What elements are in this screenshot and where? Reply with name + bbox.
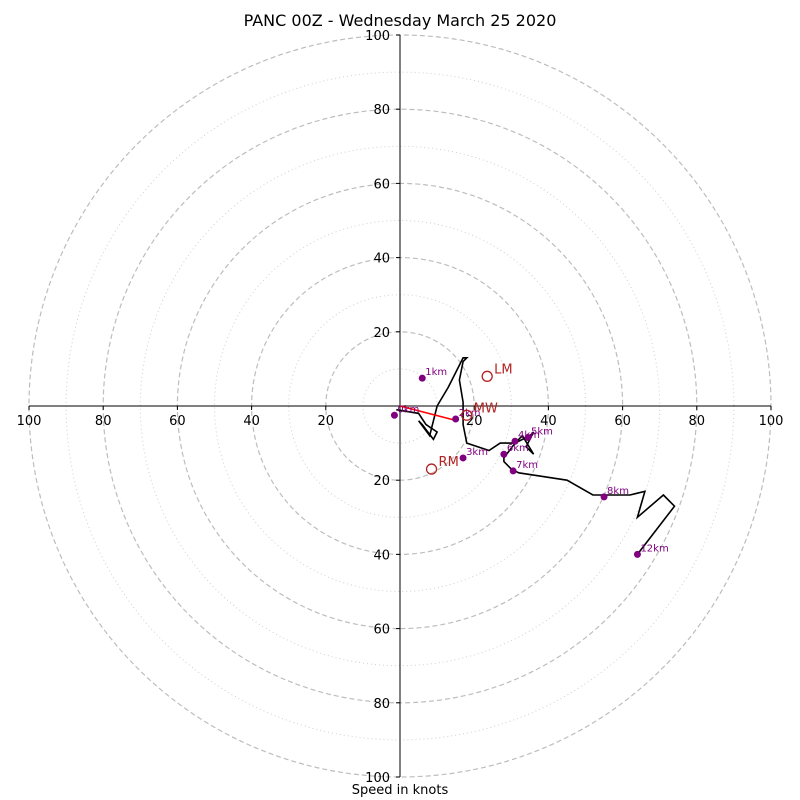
x-axis-label: Speed in knots <box>351 783 449 798</box>
height-marker-label: 7km <box>516 460 538 471</box>
height-marker-label: 8km <box>607 486 629 497</box>
height-marker-label: 3km <box>466 447 488 458</box>
x-tick-label: 80 <box>95 414 112 429</box>
y-tick-label: 40 <box>373 252 390 267</box>
storm-motion-vector <box>399 405 458 422</box>
y-tick-label: 60 <box>373 177 390 192</box>
y-tick-label: 100 <box>365 29 390 44</box>
y-tick-label: 20 <box>373 474 390 489</box>
height-marker-label: 0km <box>397 404 419 415</box>
chart-title: PANC 00Z - Wednesday March 25 2020 <box>243 11 557 30</box>
storm-motion-label: RM <box>439 455 459 470</box>
y-tick-label: 60 <box>373 623 390 638</box>
height-marker-label: 12km <box>640 543 668 554</box>
height-marker-point <box>500 450 508 458</box>
height-marker-point <box>524 434 532 442</box>
x-tick-label: 60 <box>614 414 631 429</box>
height-marker-point <box>452 415 460 423</box>
y-tick-label: 40 <box>373 548 390 563</box>
storm-motion-markers: LM MW RM <box>425 362 513 475</box>
storm-motion-marker <box>425 463 438 475</box>
height-marker-point <box>600 493 608 501</box>
storm-motion-label: MW <box>474 401 498 416</box>
hodograph-trace <box>396 356 676 555</box>
x-tick-label: 40 <box>243 414 260 429</box>
hodograph-trace-group <box>396 356 676 555</box>
storm-motion-marker <box>481 370 493 382</box>
tick-labels: 20 20 20 20 40 40 40 40 60 60 60 60 80 80 80 80 100 100 10… <box>17 29 784 786</box>
x-tick-label: 100 <box>759 414 784 429</box>
y-tick-label: 80 <box>373 103 390 118</box>
height-marker-point <box>511 437 519 445</box>
height-marker-label: 5km <box>531 427 553 438</box>
height-marker-label: 2km <box>459 408 481 419</box>
x-tick-label: 80 <box>689 414 706 429</box>
height-markers: 0km1km2km3km4km5km6km7km8km12km <box>390 367 669 558</box>
storm-motion-label: LM <box>494 362 512 377</box>
height-marker-point <box>418 374 426 382</box>
height-marker-point <box>633 550 641 558</box>
y-tick-label: 20 <box>373 326 390 341</box>
x-tick-label: 20 <box>466 414 483 429</box>
height-marker-label: 1km <box>425 367 447 378</box>
y-tick-label: 100 <box>365 771 390 786</box>
x-tick-label: 100 <box>17 414 42 429</box>
height-marker-label: 6km <box>507 443 529 454</box>
height-marker-point <box>509 467 517 475</box>
x-tick-label: 20 <box>318 414 335 429</box>
y-tick-label: 80 <box>373 697 390 712</box>
height-marker-point <box>459 454 467 462</box>
x-tick-label: 60 <box>169 414 186 429</box>
height-marker-point <box>390 411 398 419</box>
x-tick-label: 40 <box>540 414 557 429</box>
storm-motion-marker <box>461 409 473 421</box>
